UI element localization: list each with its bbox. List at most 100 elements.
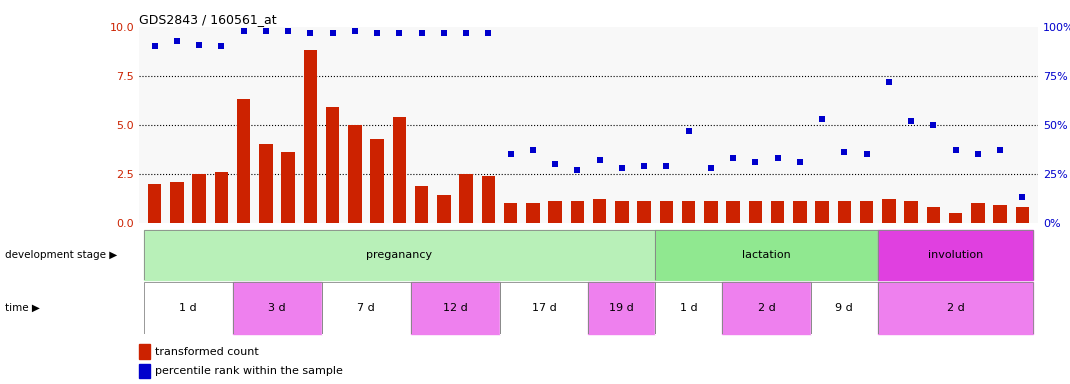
Bar <box>615 201 628 223</box>
Bar <box>877 230 1034 280</box>
Point <box>947 147 964 153</box>
Point <box>168 38 185 44</box>
Point <box>992 147 1009 153</box>
Bar <box>143 282 232 334</box>
Text: 9 d: 9 d <box>836 303 853 313</box>
Bar <box>655 230 877 280</box>
Bar <box>749 201 762 223</box>
Point <box>813 116 830 122</box>
Bar <box>877 282 1034 334</box>
Bar <box>143 230 655 280</box>
Bar <box>904 201 918 223</box>
Bar <box>326 107 339 223</box>
Bar <box>588 282 655 334</box>
Point <box>924 122 942 128</box>
Bar <box>232 282 321 334</box>
Bar <box>704 201 718 223</box>
Bar <box>682 201 696 223</box>
Bar <box>588 282 655 334</box>
Bar <box>927 207 941 223</box>
Bar <box>655 230 877 280</box>
Point <box>147 43 164 50</box>
Text: 1 d: 1 d <box>679 303 698 313</box>
Bar <box>949 213 962 223</box>
Point <box>902 118 919 124</box>
Bar <box>411 282 500 334</box>
Bar <box>232 282 321 334</box>
Bar <box>500 282 589 334</box>
Bar <box>321 282 411 334</box>
Point <box>258 28 275 34</box>
Bar <box>348 125 362 223</box>
Text: 19 d: 19 d <box>610 303 635 313</box>
Point <box>613 165 630 171</box>
Bar <box>459 174 473 223</box>
Bar <box>638 201 651 223</box>
Bar <box>482 176 495 223</box>
Bar <box>139 364 150 378</box>
Bar <box>655 282 722 334</box>
Bar <box>170 182 184 223</box>
Point <box>569 167 586 173</box>
Text: 3 d: 3 d <box>269 303 286 313</box>
Bar <box>393 117 407 223</box>
Point <box>502 151 519 157</box>
Point <box>881 79 898 85</box>
Text: GDS2843 / 160561_at: GDS2843 / 160561_at <box>139 13 277 26</box>
Text: preganancy: preganancy <box>366 250 432 260</box>
Point <box>591 157 608 163</box>
Bar <box>860 201 873 223</box>
Point <box>724 155 742 161</box>
Bar <box>1015 207 1029 223</box>
Point <box>413 30 430 36</box>
Text: lactation: lactation <box>743 250 791 260</box>
Text: 7 d: 7 d <box>357 303 374 313</box>
Point <box>747 159 764 165</box>
Point <box>547 161 564 167</box>
Point <box>524 147 541 153</box>
Point <box>347 28 364 34</box>
Bar <box>500 282 589 334</box>
Bar <box>139 344 150 359</box>
Point <box>702 165 719 171</box>
Point <box>769 155 786 161</box>
Bar <box>415 185 428 223</box>
Bar <box>972 203 984 223</box>
Bar <box>281 152 295 223</box>
Bar <box>193 174 205 223</box>
Point <box>1013 194 1030 200</box>
Bar <box>882 199 896 223</box>
Point <box>658 163 675 169</box>
Bar <box>438 195 450 223</box>
Text: 2 d: 2 d <box>947 303 964 313</box>
Point <box>969 151 987 157</box>
Text: 12 d: 12 d <box>443 303 468 313</box>
Bar <box>504 203 517 223</box>
Bar <box>370 139 384 223</box>
Bar <box>549 201 562 223</box>
Bar <box>993 205 1007 223</box>
Bar <box>321 282 411 334</box>
Bar <box>815 201 829 223</box>
Point <box>324 30 341 36</box>
Bar <box>877 282 1034 334</box>
Bar <box>259 144 273 223</box>
Bar <box>877 230 1034 280</box>
Text: time ▶: time ▶ <box>5 303 41 313</box>
Point <box>213 43 230 50</box>
Point <box>458 30 475 36</box>
Bar <box>727 201 739 223</box>
Bar <box>655 282 722 334</box>
Point <box>479 30 496 36</box>
Bar <box>811 282 877 334</box>
Point <box>302 30 319 36</box>
Text: 1 d: 1 d <box>180 303 197 313</box>
Bar <box>593 199 607 223</box>
Text: 17 d: 17 d <box>532 303 556 313</box>
Point <box>279 28 296 34</box>
Point <box>681 127 698 134</box>
Point <box>836 149 853 155</box>
Bar <box>570 201 584 223</box>
Bar <box>411 282 500 334</box>
Text: development stage ▶: development stage ▶ <box>5 250 118 260</box>
